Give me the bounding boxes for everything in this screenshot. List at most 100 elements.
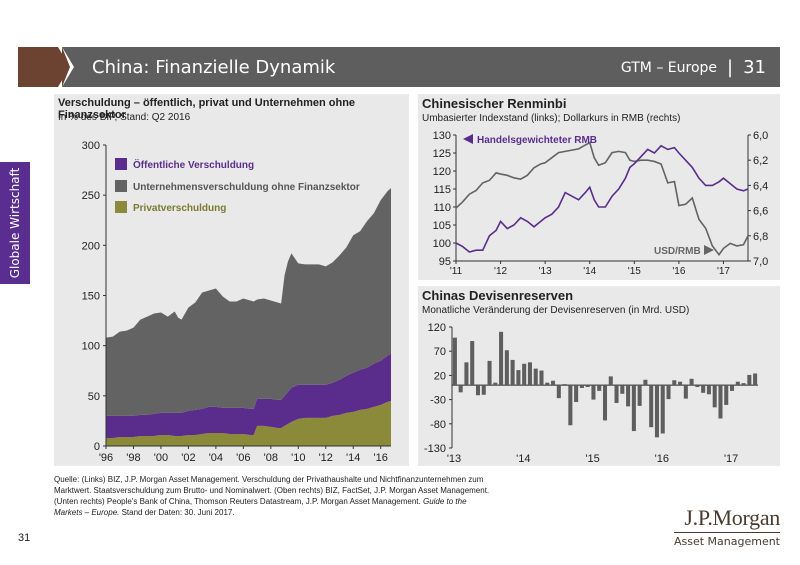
usd-rmb-line — [455, 141, 749, 257]
area-private — [106, 400, 391, 446]
debt-panel: Verschuldung – öffentlich, privat und Un… — [54, 94, 409, 466]
header-chevron-inner — [62, 47, 70, 87]
right-tick-label: 7,0 — [753, 256, 768, 268]
y-tick-label: 150 — [82, 291, 100, 303]
y-tick-label: 300 — [82, 140, 100, 152]
reserve-bar — [574, 385, 579, 403]
legend-swatch-public — [115, 158, 127, 170]
side-tab-globale-wirtschaft[interactable]: Globale Wirtschaft — [0, 162, 30, 284]
y-tick-label: -30 — [430, 395, 446, 407]
reserve-bar — [678, 381, 683, 386]
x-tick-label: '00 — [154, 452, 168, 464]
legend-label-public: Öffentliche Verschuldung — [133, 158, 254, 171]
legend-swatch-corporate — [115, 180, 127, 192]
debt-legend: Öffentliche Verschuldung Unternehmensver… — [115, 158, 360, 214]
x-tick-label: '16 — [655, 453, 669, 465]
reserve-bar — [597, 385, 602, 391]
x-tick-label: '13 — [447, 453, 461, 465]
right-tick-label: 6,0 — [753, 130, 768, 142]
reserve-bar — [712, 385, 717, 408]
x-tick-label: '14 — [346, 452, 360, 464]
y-tick-label: 0 — [94, 441, 100, 453]
renminbi-panel: Chinesischer Renminbi Umbasierter Indexs… — [418, 94, 780, 280]
reserve-bar — [735, 381, 740, 386]
reserve-bar — [516, 370, 521, 386]
left-tick-label: 120 — [433, 166, 451, 178]
reserve-bar — [510, 359, 515, 386]
reserve-bar — [683, 385, 688, 399]
y-tick-label: 250 — [82, 190, 100, 202]
reserve-bar — [649, 385, 654, 428]
left-tick-label: 105 — [433, 220, 451, 232]
reserve-bar — [591, 385, 596, 400]
reserve-bar — [626, 385, 631, 407]
reserves-bar-chart: -130 -80 -30 20 70 120 '13 '14 '15 '16 '17 — [424, 322, 758, 465]
reserve-bar — [504, 350, 509, 386]
reserve-bar — [643, 379, 648, 386]
reserve-bar — [701, 385, 706, 393]
reserve-bar — [689, 378, 694, 386]
side-tab-label: Globale Wirtschaft — [8, 167, 22, 279]
reserves-panel: Chinas Devisenreserven Monatliche Veränd… — [418, 286, 780, 466]
legend-label-corporate: Unternehmensverschuldung ohne Finanzsekt… — [133, 182, 360, 193]
header-right: GTM – Europe | 31 — [621, 57, 766, 78]
usd-annotation: USD/RMB — [654, 246, 701, 257]
reserve-bar — [608, 376, 613, 386]
reserve-bar — [614, 385, 619, 403]
y-tick-label: 20 — [434, 370, 446, 382]
page-number: 31 — [18, 532, 31, 544]
reserve-bar — [539, 370, 544, 386]
area-corporate — [106, 188, 391, 416]
left-tick-label: 100 — [433, 238, 451, 250]
left-tick-label: 110 — [433, 202, 451, 214]
left-tick-label: 130 — [433, 130, 451, 142]
source-text-2: Stand der Daten: 30. Juni 2017. — [119, 508, 235, 517]
reserve-bar — [729, 385, 735, 391]
reserve-bar — [672, 380, 677, 386]
renminbi-chart-title: Chinesischer Renminbi — [422, 96, 567, 111]
reserves-chart-title: Chinas Devisenreserven — [422, 288, 574, 303]
page-title: China: Finanzielle Dynamik — [92, 57, 336, 78]
reserve-bar — [522, 363, 527, 386]
area-public — [106, 353, 391, 438]
x-tick-label: '14 — [583, 266, 596, 277]
rmb-annotation: Handelsgewichteter RMB — [477, 135, 597, 146]
y-tick-label: -80 — [430, 419, 446, 431]
right-tick-label: 6,4 — [753, 180, 768, 192]
reserve-bar — [475, 385, 481, 396]
reserves-chart-subtitle: Monatliche Veränderung der Devisenreserv… — [422, 305, 690, 316]
x-tick-label: '17 — [717, 266, 730, 277]
reserve-bar — [568, 385, 573, 426]
x-tick-label: '02 — [181, 452, 195, 464]
rmb-annotation-arrow-icon — [463, 134, 473, 144]
logo-name: J.P.Morgan — [673, 505, 780, 533]
y-tick-label: 100 — [82, 341, 100, 353]
series-label: GTM – Europe — [620, 59, 718, 76]
header-separator: | — [727, 57, 734, 78]
reserve-bar — [741, 383, 746, 386]
reserve-bar — [637, 385, 642, 406]
x-tick-label: '15 — [585, 453, 599, 465]
source-text-1: Quelle: (Links) BIZ, J.P. Morgan Asset M… — [54, 475, 490, 506]
left-tick-label: 115 — [433, 184, 451, 196]
source-italic: Guide to the Markets – Europe. — [54, 497, 467, 517]
reserve-bar — [660, 385, 665, 434]
reserve-bar — [533, 368, 538, 386]
rmb-index-line — [455, 144, 749, 253]
reserve-bar — [666, 385, 671, 400]
reserve-bar — [481, 385, 486, 395]
source-note: Quelle: (Links) BIZ, J.P. Morgan Asset M… — [54, 474, 494, 518]
reserve-bar — [545, 382, 550, 386]
renminbi-chart-subtitle: Umbasierter Indexstand (links); Dollarku… — [422, 113, 681, 124]
reserve-bar — [579, 385, 584, 388]
header-bar — [62, 47, 780, 87]
reserve-bar — [747, 374, 752, 386]
right-tick-label: 6,8 — [753, 231, 768, 243]
y-tick-label: 70 — [434, 346, 446, 358]
right-tick-label: 6,2 — [753, 155, 768, 167]
debt-chart-subtitle: In % des BIP, Stand: Q2 2016 — [58, 112, 191, 123]
x-tick-label: '98 — [126, 452, 140, 464]
x-tick-label: '15 — [628, 266, 641, 277]
x-tick-label: '16 — [374, 452, 388, 464]
x-tick-label: '14 — [516, 453, 530, 465]
